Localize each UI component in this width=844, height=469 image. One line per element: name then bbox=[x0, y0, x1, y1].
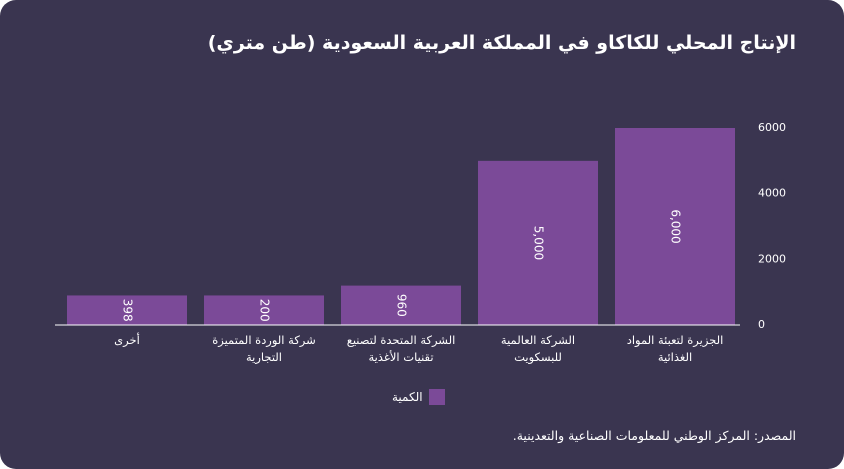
legend-swatch bbox=[428, 389, 445, 405]
bar-value-label-4: 398 bbox=[121, 299, 135, 322]
y-tick-label-3: 6000 bbox=[758, 121, 786, 134]
legend-label: الكمية bbox=[392, 390, 423, 404]
bar-value-label-2: 960 bbox=[395, 294, 409, 317]
y-tick-label-2: 4000 bbox=[758, 187, 786, 200]
legend[interactable]: الكمية bbox=[392, 388, 445, 406]
source-note: المصدر: المركز الوطني للمعلومات الصناعية… bbox=[512, 428, 796, 443]
y-tick-label-1: 2000 bbox=[758, 252, 786, 265]
x-tick-label-2: الشركة المتحدة لتصنيع تقنيات الأغذية bbox=[347, 333, 456, 364]
x-tick-label-0: الجزيرة لتعبئة المواد الغذائية bbox=[627, 333, 724, 364]
bar-4[interactable] bbox=[67, 295, 187, 325]
x-tick-label-4: أخرى bbox=[114, 332, 140, 348]
x-tick-label-1: الشركة العالمية للبسكويت bbox=[501, 333, 575, 365]
bar-0[interactable] bbox=[615, 128, 735, 325]
bar-value-label-1: 5,000 bbox=[532, 226, 546, 260]
y-tick-label-0: 0 bbox=[758, 318, 765, 331]
bar-2[interactable] bbox=[341, 285, 461, 325]
chart-title: الإنتاج المحلي للكاكاو في المملكة العربي… bbox=[207, 32, 796, 54]
bar-value-label-0: 6,000 bbox=[669, 209, 683, 243]
bar-1[interactable] bbox=[478, 160, 598, 325]
x-tick-label-3: شركة الوردة المتميزة التجارية bbox=[212, 333, 316, 365]
bar-value-label-3: 200 bbox=[258, 299, 272, 322]
bar-3[interactable] bbox=[204, 295, 324, 325]
